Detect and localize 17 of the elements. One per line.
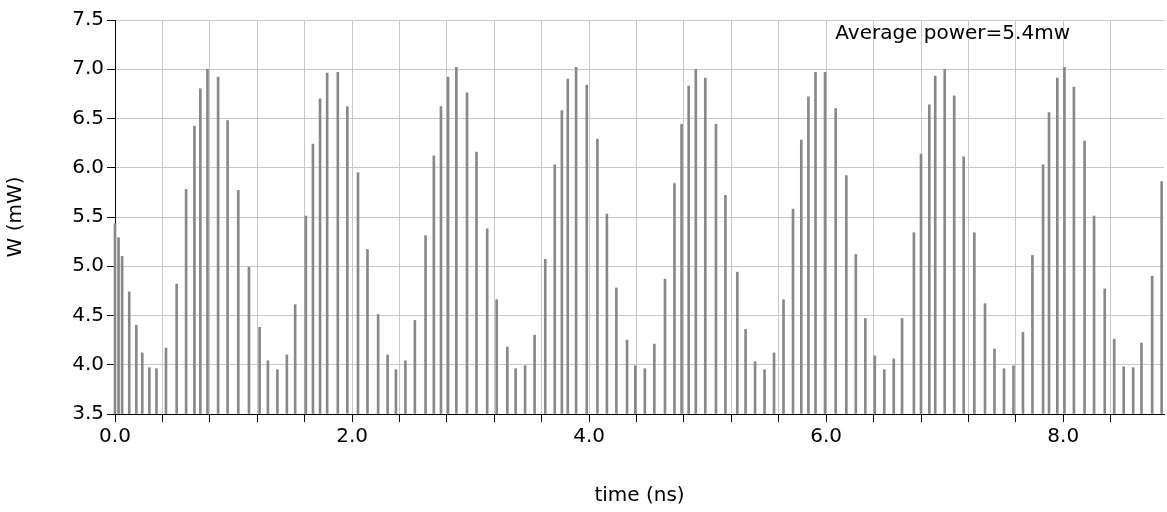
x-tick-label: 2.0 — [336, 423, 368, 448]
y-tick-label: 5.0 — [72, 252, 104, 277]
x-axis-title: time (ns) — [594, 482, 685, 507]
y-axis-title: W (mW) — [2, 176, 27, 258]
x-tick-label: 0.0 — [99, 423, 131, 448]
x-tick-label: 4.0 — [573, 423, 606, 448]
y-tick-label: 4.0 — [72, 350, 104, 375]
annotation: Average power=5.4mw — [835, 20, 1070, 45]
y-tick-label: 4.5 — [72, 301, 104, 326]
y-tick-label: 5.5 — [72, 203, 104, 228]
y-tick-label: 6.0 — [72, 153, 104, 178]
y-tick-label: 7.5 — [72, 6, 104, 31]
x-tick-label: 8.0 — [1047, 423, 1080, 448]
x-tick-label: 6.0 — [810, 423, 843, 448]
y-tick-label: 6.5 — [72, 104, 104, 129]
y-tick-label: 7.0 — [72, 55, 104, 80]
y-tick-label: 3.5 — [72, 400, 104, 425]
